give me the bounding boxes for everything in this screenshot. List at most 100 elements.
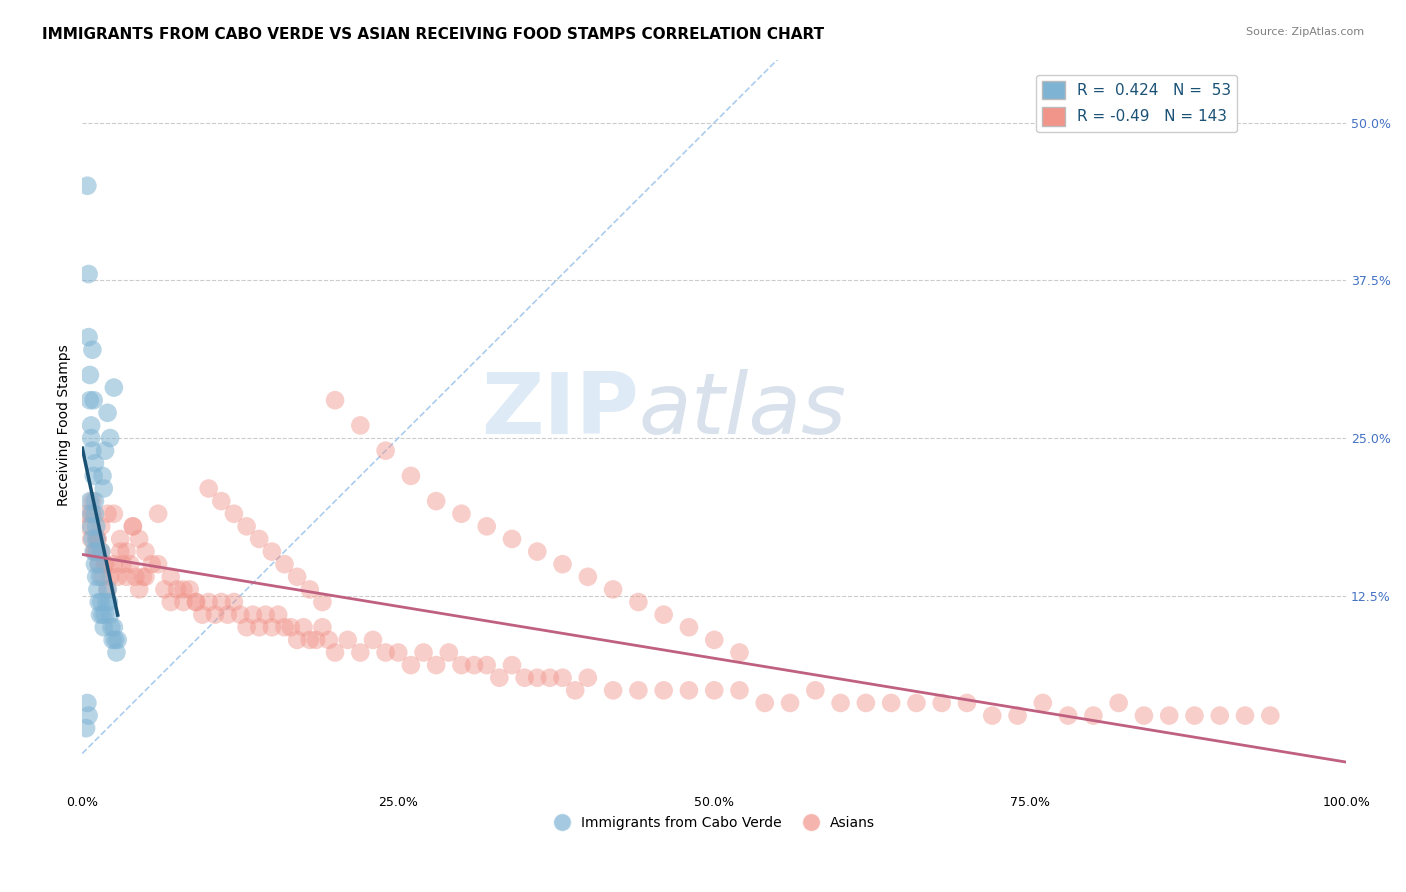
Point (349, 418, 371, 433)
Point (1108, 696, 1130, 710)
Point (115, 544, 138, 558)
Point (172, 582, 194, 597)
Point (905, 696, 928, 710)
Point (86, 532, 108, 546)
Point (1209, 708, 1232, 723)
Point (678, 620, 700, 634)
Point (77, 267, 100, 281)
Point (84, 544, 107, 558)
Point (501, 658, 523, 673)
Point (728, 646, 751, 660)
Point (76, 178, 98, 193)
Point (298, 632, 321, 647)
Point (98, 431, 121, 445)
Point (703, 683, 725, 698)
Y-axis label: Receiving Food Stamps: Receiving Food Stamps (58, 344, 72, 507)
Point (551, 671, 574, 685)
Point (311, 620, 333, 634)
Point (399, 658, 422, 673)
Point (146, 558, 169, 572)
Point (551, 558, 574, 572)
Point (260, 620, 283, 634)
Point (526, 671, 548, 685)
Point (141, 558, 163, 572)
Point (804, 683, 827, 698)
Point (209, 595, 232, 609)
Point (77, 519, 100, 533)
Legend: Immigrants from Cabo Verde, Asians: Immigrants from Cabo Verde, Asians (548, 811, 880, 836)
Point (267, 607, 290, 622)
Point (323, 646, 346, 660)
Point (82, 494, 104, 508)
Point (273, 558, 295, 572)
Point (86, 544, 108, 558)
Point (103, 507, 125, 521)
Point (652, 607, 675, 622)
Point (98, 570, 121, 584)
Point (84, 494, 107, 508)
Point (184, 595, 207, 609)
Point (82, 532, 104, 546)
Point (86, 532, 108, 546)
Point (90, 544, 112, 558)
Point (132, 570, 155, 584)
Point (247, 532, 270, 546)
Point (374, 646, 396, 660)
Point (90, 595, 112, 609)
Point (576, 671, 599, 685)
Point (172, 595, 194, 609)
Point (526, 544, 548, 558)
Point (179, 582, 201, 597)
Point (134, 544, 156, 558)
Point (1184, 708, 1206, 723)
Point (387, 646, 409, 660)
Point (75, 721, 97, 735)
Point (1057, 708, 1080, 723)
Point (191, 607, 214, 622)
Point (399, 469, 422, 483)
Point (450, 507, 472, 521)
Point (103, 381, 125, 395)
Point (80, 431, 103, 445)
Point (235, 620, 257, 634)
Point (273, 620, 295, 634)
Point (103, 620, 125, 634)
Point (89, 570, 111, 584)
Point (89, 607, 111, 622)
Point (488, 671, 510, 685)
Point (754, 696, 776, 710)
Point (830, 696, 852, 710)
Point (184, 595, 207, 609)
Point (305, 632, 328, 647)
Point (84, 570, 107, 584)
Point (83, 544, 105, 558)
Point (87, 558, 110, 572)
Point (128, 532, 150, 546)
Point (217, 607, 239, 622)
Point (166, 582, 188, 597)
Point (323, 393, 346, 408)
Point (209, 494, 232, 508)
Point (84, 519, 107, 533)
Point (97, 582, 120, 597)
Point (204, 607, 226, 622)
Point (80, 507, 103, 521)
Point (97, 595, 120, 609)
Point (260, 544, 283, 558)
Point (602, 582, 624, 597)
Point (93, 482, 115, 496)
Point (80, 532, 103, 546)
Point (159, 595, 181, 609)
Point (84, 532, 107, 546)
Point (254, 607, 277, 622)
Point (79, 494, 101, 508)
Point (94, 558, 117, 572)
Point (463, 658, 485, 673)
Point (121, 519, 143, 533)
Point (1234, 708, 1257, 723)
Point (437, 646, 460, 660)
Point (336, 632, 359, 647)
Point (146, 507, 169, 521)
Point (222, 595, 245, 609)
Point (229, 607, 252, 622)
